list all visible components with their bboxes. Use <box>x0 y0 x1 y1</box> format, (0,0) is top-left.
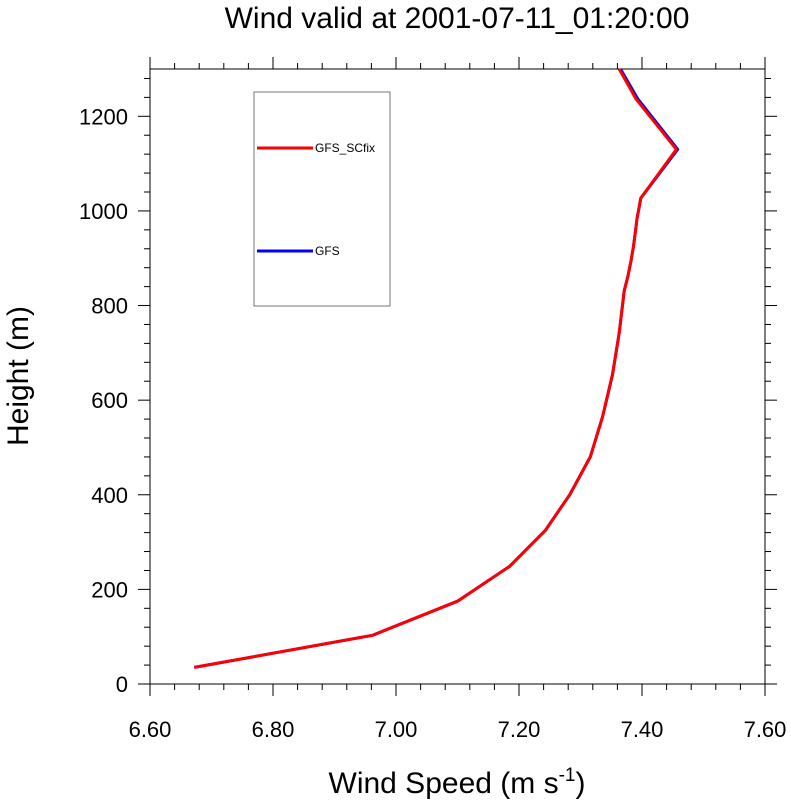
x-tick-label: 7.00 <box>375 717 418 742</box>
legend-items: GFS_SCfix GFS <box>257 141 375 258</box>
y-tick-label: 0 <box>116 672 128 697</box>
y-tick-label: 800 <box>91 294 128 319</box>
legend-label-gfs-scfix: GFS_SCfix <box>315 141 375 155</box>
legend-label-gfs: GFS <box>315 244 340 258</box>
legend: GFS_SCfix GFS <box>253 91 391 307</box>
legend-box <box>253 91 391 307</box>
x-tick-label: 7.20 <box>498 717 541 742</box>
chart-title: Wind valid at 2001-07-11_01:20:00 <box>225 2 690 35</box>
tick-labels: 6.60 6.80 7.00 7.20 7.40 7.60 0 200 400 600 800 100… <box>79 104 786 742</box>
y-tick-label: 1000 <box>79 199 128 224</box>
y-tick-label: 1200 <box>79 104 128 129</box>
x-tick-label: 7.60 <box>744 717 787 742</box>
x-axis-label-main: Wind Speed (m s <box>329 767 559 800</box>
x-tick-label: 6.80 <box>252 717 295 742</box>
y-tick-label: 200 <box>91 577 128 602</box>
series-layer <box>194 68 680 669</box>
y-tick-label: 600 <box>91 388 128 413</box>
plot-frame <box>149 68 766 685</box>
axis-ticks <box>138 57 777 696</box>
x-tick-label: 7.40 <box>621 717 664 742</box>
x-axis-label: Wind Speed (m s-1) <box>329 765 586 800</box>
x-tick-label: 6.60 <box>129 717 172 742</box>
y-axis-label: Height (m) <box>2 306 35 446</box>
series-line-gfs-scfix <box>194 68 678 669</box>
series-line-gfs <box>194 68 680 669</box>
y-tick-label: 400 <box>91 483 128 508</box>
x-axis-label-close: ) <box>576 767 586 800</box>
x-axis-label-superscript: -1 <box>559 765 576 786</box>
